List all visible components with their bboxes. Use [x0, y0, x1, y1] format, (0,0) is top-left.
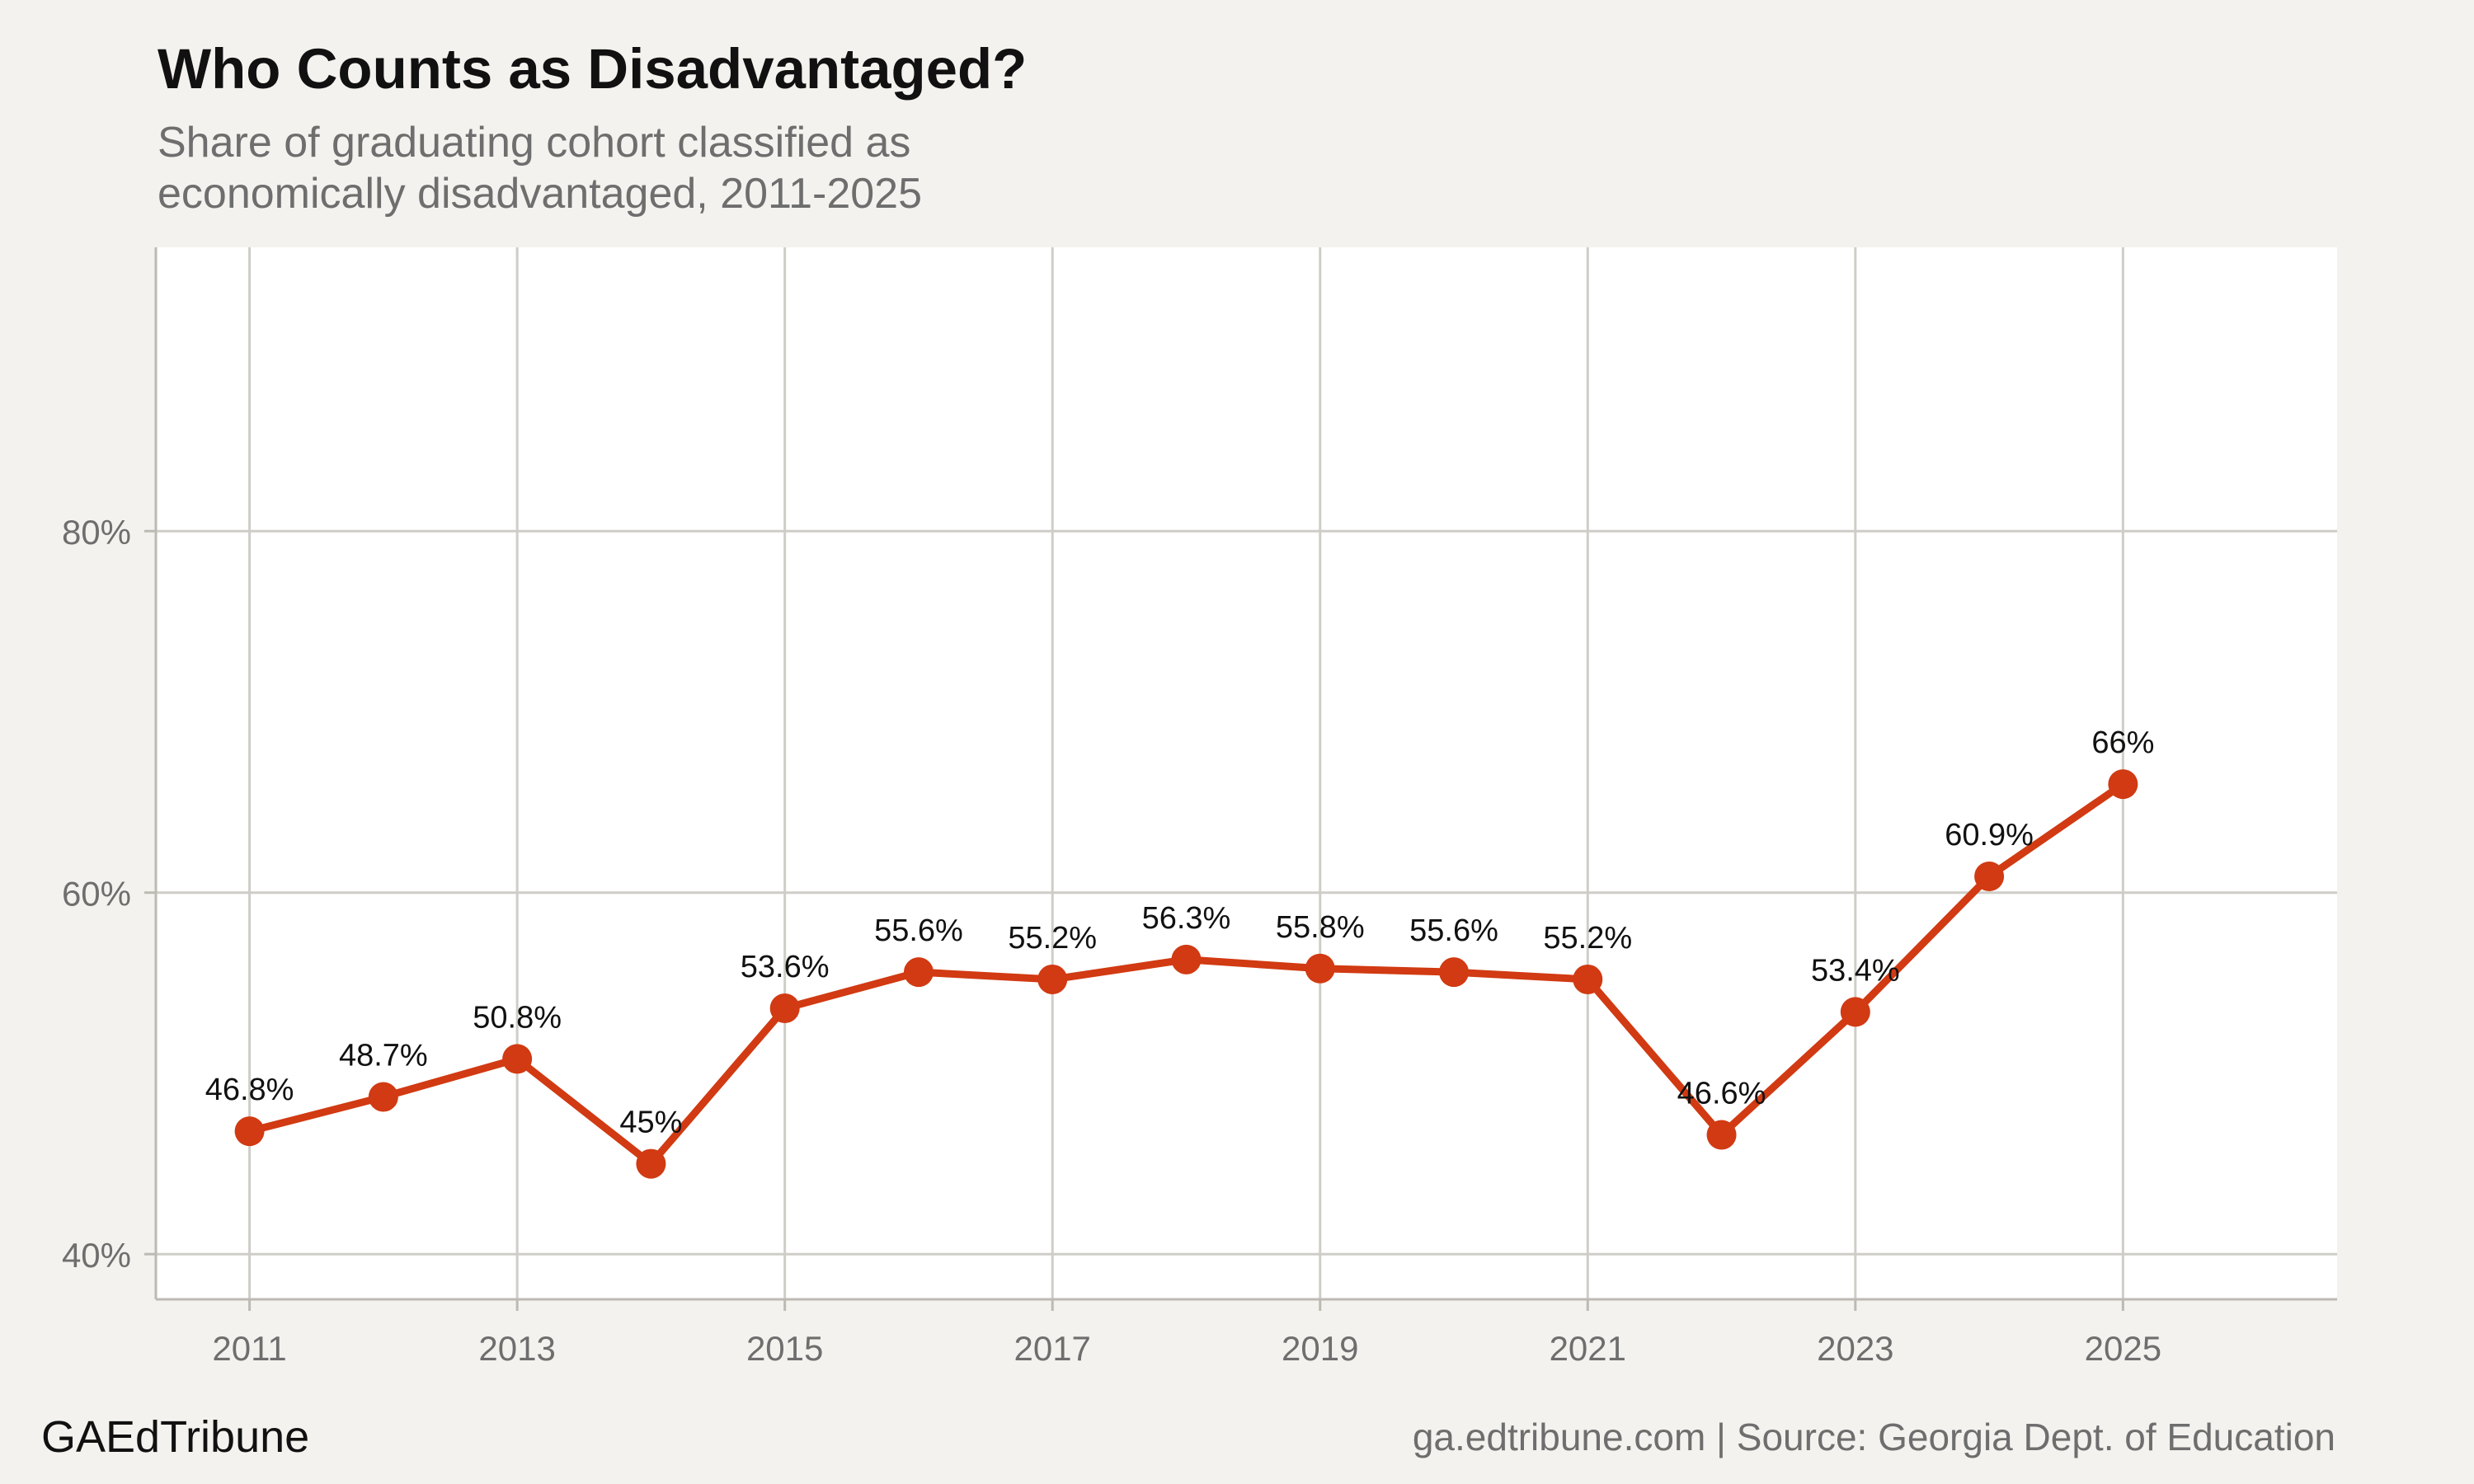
- brand-name: GAEdTribune: [41, 1412, 310, 1462]
- data-point: [502, 1044, 533, 1074]
- data-label: 60.9%: [1945, 818, 2034, 852]
- data-point: [1305, 953, 1335, 984]
- axes: [144, 247, 2337, 1311]
- data-label: 53.6%: [741, 950, 830, 984]
- data-label: 53.4%: [1811, 953, 1900, 988]
- data-label: 55.2%: [1543, 921, 1632, 956]
- tick-labels: 40% 60% 80% 2011 2013 2015 2017 2019 2021 2023 202…: [62, 513, 2161, 1368]
- data-label: 55.2%: [1008, 921, 1097, 956]
- y-tick-label: 80%: [62, 513, 131, 552]
- data-label: 55.6%: [874, 913, 963, 948]
- x-tick-label: 2015: [746, 1329, 823, 1368]
- data-point: [368, 1082, 398, 1112]
- x-tick-label: 2021: [1550, 1329, 1626, 1368]
- x-tick-label: 2017: [1014, 1329, 1090, 1368]
- data-label: 56.3%: [1142, 901, 1231, 936]
- plot-panel: [156, 247, 2337, 1299]
- source-note: ga.edtribune.com | Source: Georgia Dept.…: [1412, 1416, 2335, 1458]
- data-point: [234, 1116, 265, 1147]
- data-label: 48.7%: [339, 1038, 428, 1073]
- data-label: 55.6%: [1409, 913, 1498, 948]
- x-tick-label: 2025: [2085, 1329, 2161, 1368]
- data-point: [769, 993, 800, 1024]
- subtitle-line-1: Share of graduating cohort classified as: [158, 119, 911, 167]
- data-label: 50.8%: [473, 1000, 562, 1035]
- data-point: [1037, 964, 1068, 994]
- data-label: 45%: [619, 1106, 682, 1140]
- data-labels: 46.8% 48.7% 50.8% 45% 53.6% 55.6% 55.2% 56.3% 55…: [205, 726, 2155, 1139]
- data-point: [1439, 957, 1470, 988]
- chart-subtitle: Share of graduating cohort classified as…: [158, 117, 1395, 219]
- data-label: 46.8%: [205, 1073, 294, 1107]
- x-tick-label: 2013: [478, 1329, 555, 1368]
- data-point: [903, 957, 934, 988]
- y-tick-label: 40%: [62, 1236, 131, 1275]
- data-label: 46.6%: [1677, 1076, 1766, 1111]
- data-point: [1974, 861, 2005, 891]
- data-series: [234, 769, 2138, 1179]
- data-point: [2108, 769, 2138, 800]
- data-point: [1706, 1120, 1737, 1150]
- data-point: [1840, 997, 1870, 1027]
- subtitle-line-2: economically disadvantaged, 2011-2025: [158, 170, 923, 218]
- data-label: 66%: [2091, 726, 2154, 760]
- x-tick-label: 2019: [1282, 1329, 1358, 1368]
- data-label: 55.8%: [1276, 910, 1365, 945]
- chart-title: Who Counts as Disadvantaged?: [158, 37, 1028, 101]
- x-tick-label: 2011: [212, 1329, 286, 1368]
- y-tick-label: 60%: [62, 875, 131, 913]
- data-point: [636, 1148, 666, 1179]
- data-point: [1573, 964, 1603, 994]
- data-point: [1171, 944, 1202, 974]
- x-tick-label: 2023: [1817, 1329, 1893, 1368]
